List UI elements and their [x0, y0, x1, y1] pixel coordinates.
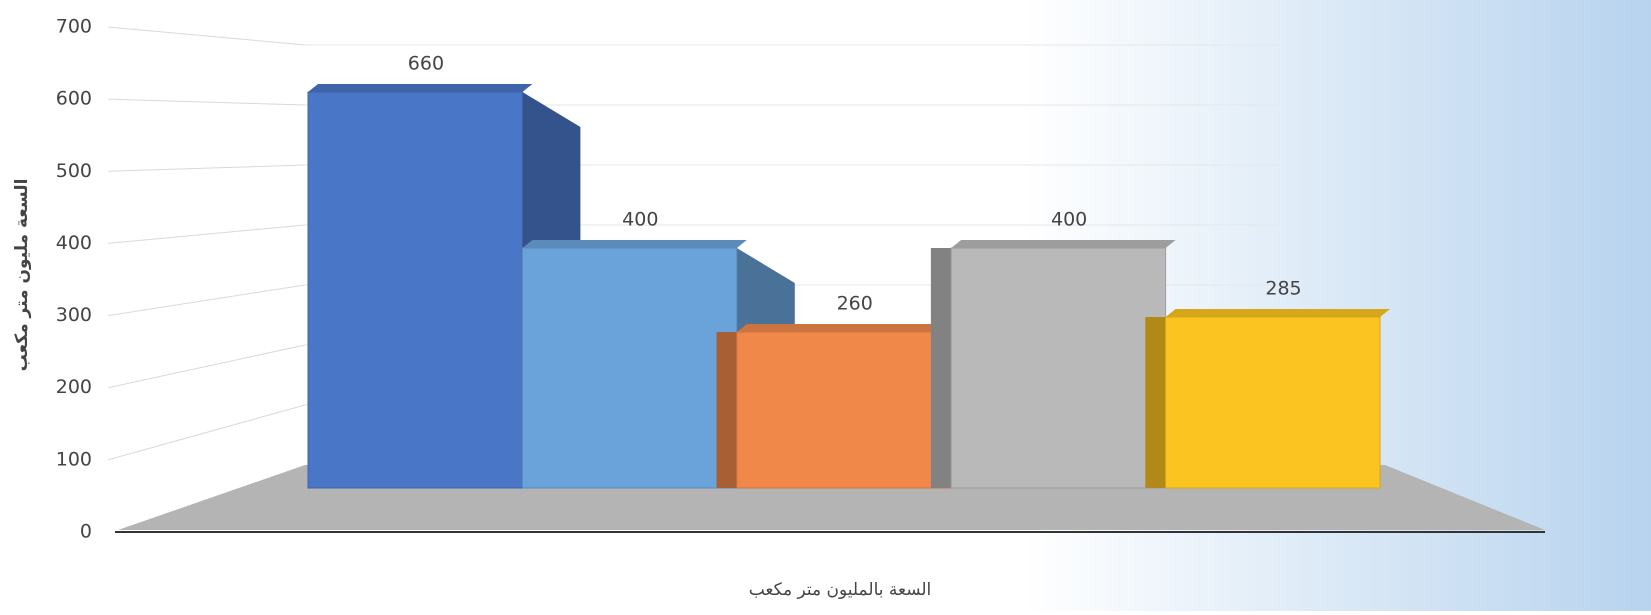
bar-side	[1145, 317, 1166, 488]
bar-top	[736, 324, 962, 332]
bar	[1165, 316, 1381, 489]
grid-line	[107, 224, 306, 244]
grid-line	[107, 284, 306, 317]
value-label: 400	[1051, 209, 1087, 231]
y-tick-label: 600	[56, 88, 92, 110]
y-tick-label: 300	[56, 304, 92, 326]
grid-line	[107, 344, 306, 389]
bar	[950, 247, 1167, 489]
y-tick-label: 700	[56, 16, 92, 38]
value-label: 285	[1265, 278, 1301, 300]
y-tick-label: 500	[56, 160, 92, 182]
value-label: 400	[622, 209, 658, 231]
bar	[307, 91, 523, 489]
grid-line	[107, 404, 306, 461]
bar-top	[308, 84, 533, 92]
grid-line	[107, 164, 306, 172]
grid-line	[107, 26, 306, 46]
x-axis-label: السعة بالمليون متر مكعب	[749, 580, 932, 600]
bar-side	[716, 332, 737, 488]
value-label: 660	[408, 53, 444, 75]
y-tick-label: 400	[56, 232, 92, 254]
bar-top	[1165, 309, 1390, 317]
bar-side	[930, 248, 952, 488]
bar-top	[522, 240, 747, 248]
bar	[736, 331, 952, 489]
y-tick-label: 200	[56, 376, 92, 398]
bar-top	[951, 240, 1176, 248]
y-tick-label: 0	[80, 521, 92, 543]
grid-line	[107, 98, 306, 106]
bar	[521, 247, 738, 489]
y-tick-label: 100	[56, 448, 92, 470]
y-axis-label: السعة مليون متر مكعب	[12, 179, 32, 372]
value-label: 260	[837, 293, 873, 315]
